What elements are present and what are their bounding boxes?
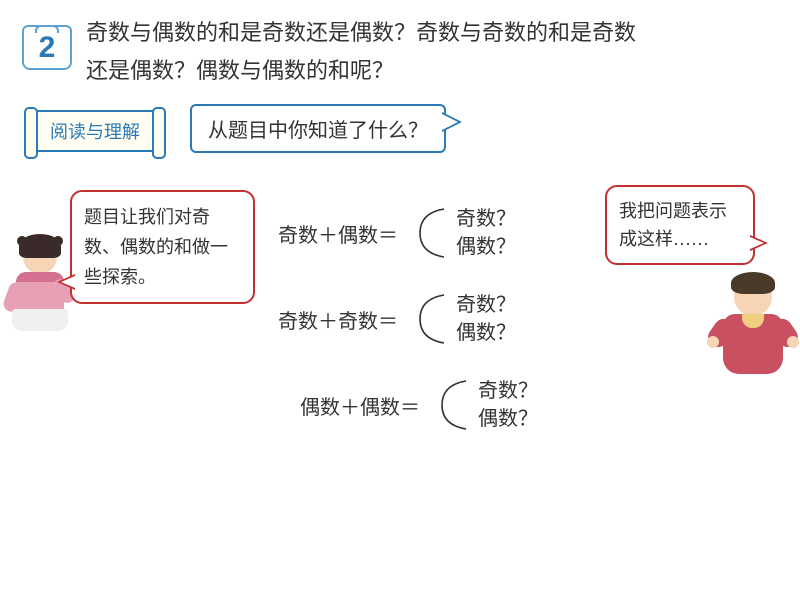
- equation-option-odd: 奇数？: [456, 291, 516, 319]
- left-speech-bubble: 题目让我们对奇数、偶数的和做一些探索。: [70, 190, 255, 304]
- equation-lhs: 奇数＋奇数＝: [278, 305, 418, 334]
- brace-icon: [418, 205, 448, 261]
- badge-number: 2: [39, 31, 56, 65]
- right-speech-bubble: 我把问题表示成这样……: [605, 185, 755, 265]
- prompt-text: 从题目中你知道了什么？: [208, 120, 428, 142]
- equation-option-even: 偶数？: [478, 405, 538, 433]
- lesson-number-badge: 2: [22, 25, 72, 75]
- equation-row: 偶数＋偶数＝ 奇数？ 偶数？: [278, 377, 538, 433]
- left-bubble-text: 题目让我们对奇数、偶数的和做一些探索。: [84, 207, 228, 287]
- student-girl-illustration: [10, 240, 70, 340]
- equation-row: 奇数＋偶数＝ 奇数？ 偶数？: [278, 205, 538, 261]
- equation-list: 奇数＋偶数＝ 奇数？ 偶数？ 奇数＋奇数＝ 奇数？ 偶数？ 偶数＋偶数＝ 奇数？…: [278, 205, 538, 463]
- book-icon: 2: [22, 25, 72, 70]
- equation-lhs: 偶数＋偶数＝: [300, 391, 440, 420]
- equation-option-odd: 奇数？: [478, 377, 538, 405]
- equation-option-odd: 奇数？: [456, 205, 516, 233]
- brace-icon: [418, 291, 448, 347]
- equation-row: 奇数＋奇数＝ 奇数？ 偶数？: [278, 291, 538, 347]
- reading-section-tag: 阅读与理解: [30, 110, 160, 152]
- student-boy-illustration: [718, 278, 788, 388]
- right-bubble-text: 我把问题表示成这样……: [619, 201, 727, 249]
- equation-option-even: 偶数？: [456, 233, 516, 261]
- equation-lhs: 奇数＋偶数＝: [278, 219, 418, 248]
- brace-icon: [440, 377, 470, 433]
- prompt-bubble: 从题目中你知道了什么？: [190, 104, 446, 153]
- equation-option-even: 偶数？: [456, 319, 516, 347]
- scroll-tag-label: 阅读与理解: [50, 118, 140, 144]
- main-question-text: 奇数与偶数的和是奇数还是偶数？奇数与奇数的和是奇数还是偶数？偶数与偶数的和呢？: [86, 14, 646, 90]
